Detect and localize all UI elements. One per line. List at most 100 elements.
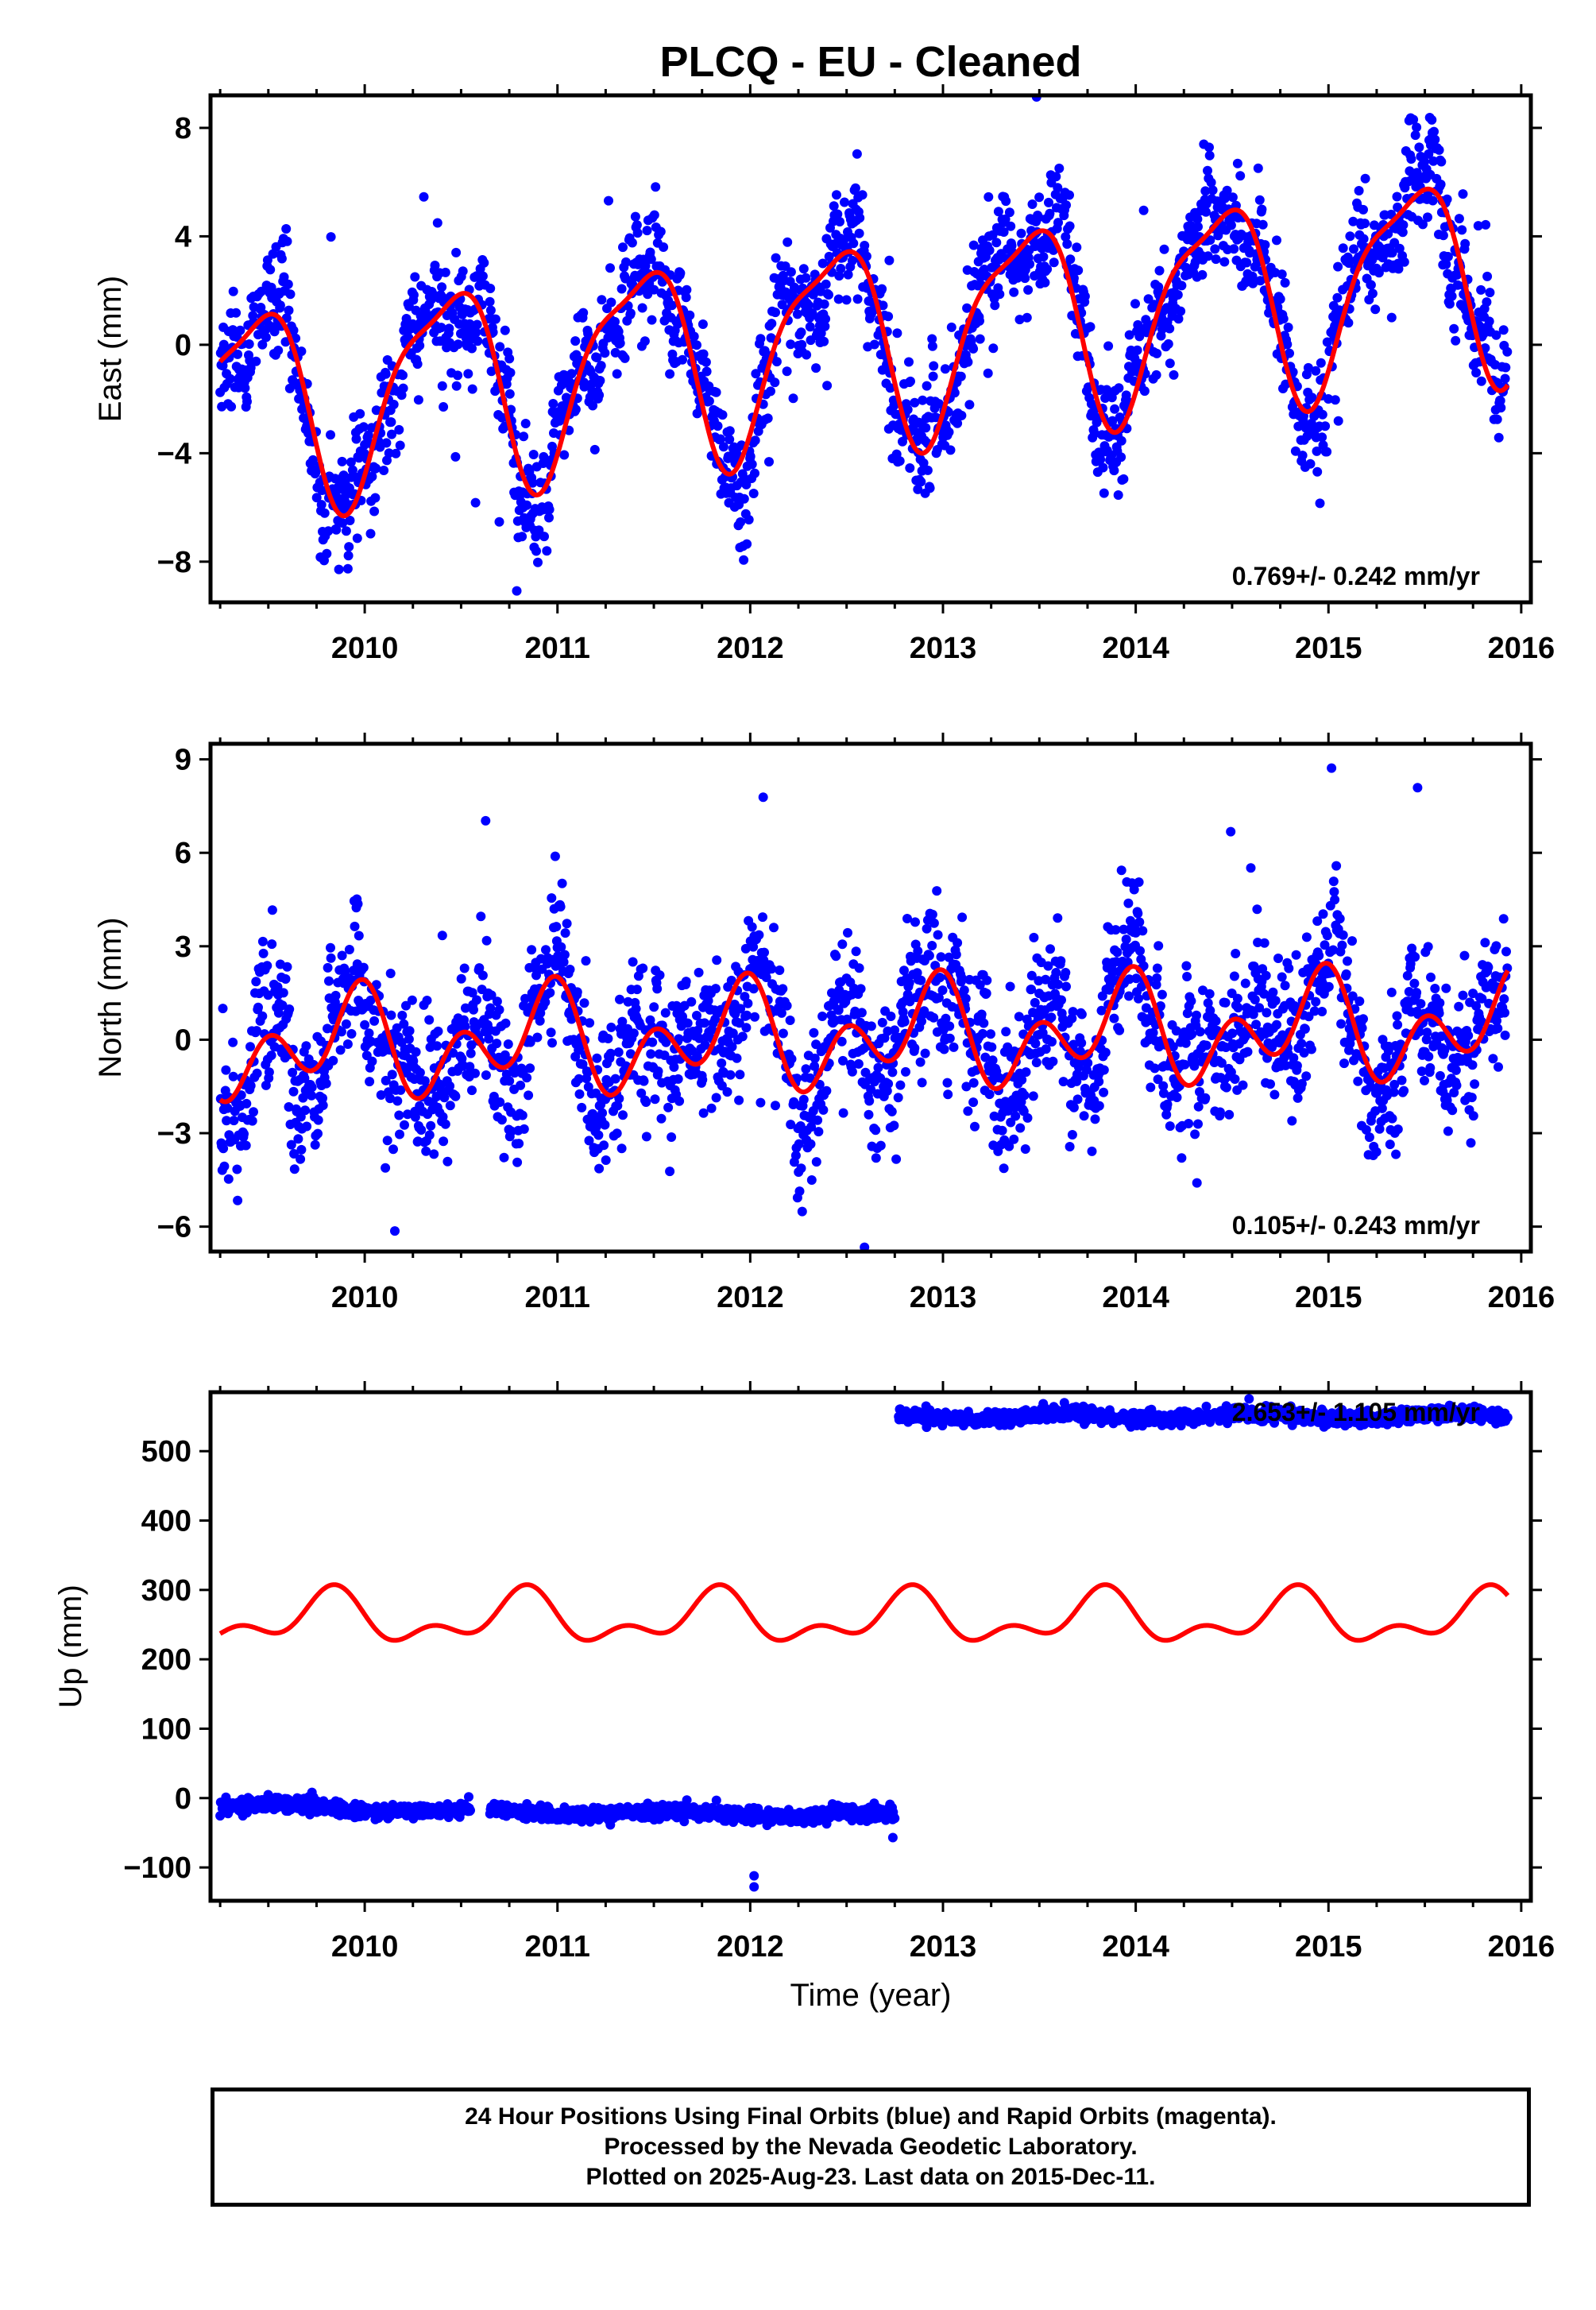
east-x-tick-label: 2013 bbox=[910, 632, 977, 665]
north-point bbox=[905, 978, 914, 988]
east-point bbox=[512, 586, 522, 596]
north-point bbox=[901, 1067, 910, 1077]
north-point bbox=[1469, 1111, 1478, 1120]
north-point bbox=[478, 971, 488, 981]
north-y-tick-label: 9 bbox=[175, 744, 191, 777]
east-point bbox=[437, 282, 446, 292]
north-point bbox=[293, 1134, 303, 1143]
east-point bbox=[343, 564, 353, 574]
east-point bbox=[1062, 239, 1072, 249]
east-point bbox=[1099, 489, 1109, 498]
north-point bbox=[296, 1145, 306, 1155]
north-point bbox=[787, 1054, 797, 1064]
east-point bbox=[1205, 151, 1215, 161]
north-point bbox=[460, 1022, 470, 1031]
east-point bbox=[338, 457, 347, 466]
north-point bbox=[647, 1038, 657, 1047]
north-point bbox=[1173, 1093, 1182, 1102]
north-point bbox=[1239, 1081, 1248, 1090]
east-point bbox=[995, 289, 1004, 299]
east-point bbox=[485, 297, 495, 307]
east-point bbox=[631, 212, 640, 222]
east-x-tick-label: 2015 bbox=[1295, 632, 1362, 665]
north-point bbox=[1399, 1086, 1409, 1096]
north-point bbox=[1022, 1067, 1031, 1077]
east-point bbox=[454, 339, 463, 349]
east-point bbox=[701, 358, 711, 367]
east-point bbox=[1210, 244, 1219, 253]
north-point bbox=[887, 1067, 897, 1077]
north-point bbox=[1460, 951, 1470, 961]
north-point bbox=[628, 958, 638, 967]
north-point bbox=[495, 1005, 504, 1015]
north-point bbox=[229, 1116, 238, 1125]
north-point bbox=[663, 1103, 673, 1112]
north-point bbox=[301, 1041, 311, 1051]
north-point bbox=[360, 1020, 369, 1030]
east-point bbox=[764, 457, 774, 466]
east-point bbox=[922, 381, 932, 391]
north-point bbox=[283, 962, 292, 972]
north-point bbox=[1493, 1023, 1502, 1033]
east-point bbox=[491, 315, 500, 324]
north-point bbox=[1059, 1077, 1069, 1086]
north-point bbox=[1342, 969, 1351, 979]
east-point bbox=[1260, 240, 1269, 250]
east-y-axis-label: East (mm) bbox=[93, 276, 128, 422]
north-point bbox=[1231, 1074, 1240, 1084]
north-point bbox=[809, 1028, 818, 1038]
north-point bbox=[1499, 914, 1509, 923]
east-point bbox=[334, 565, 344, 575]
north-point bbox=[558, 879, 567, 888]
east-point bbox=[479, 258, 489, 268]
east-point bbox=[742, 540, 752, 549]
east-point bbox=[682, 285, 691, 295]
north-point bbox=[1023, 1113, 1033, 1123]
east-point bbox=[1451, 336, 1460, 346]
north-point bbox=[878, 1018, 887, 1027]
north-point bbox=[606, 1023, 616, 1032]
north-point bbox=[359, 963, 369, 973]
north-point bbox=[1192, 1011, 1201, 1020]
north-point bbox=[1021, 1144, 1030, 1154]
north-point bbox=[395, 1130, 404, 1140]
north-point bbox=[354, 900, 363, 909]
east-point bbox=[968, 344, 978, 354]
north-point bbox=[887, 1107, 897, 1116]
east-point bbox=[1312, 467, 1322, 477]
east-point bbox=[1400, 257, 1409, 267]
north-point bbox=[1163, 1100, 1173, 1109]
east-point bbox=[739, 555, 748, 565]
east-point bbox=[1477, 377, 1486, 386]
north-point bbox=[1467, 1093, 1477, 1102]
north-point bbox=[1494, 1062, 1503, 1072]
north-point bbox=[1470, 1079, 1479, 1089]
east-point bbox=[485, 284, 495, 293]
east-point bbox=[399, 384, 408, 393]
north-point bbox=[319, 1101, 328, 1110]
north-point bbox=[986, 1029, 995, 1039]
east-point bbox=[975, 316, 984, 326]
east-point bbox=[468, 385, 477, 394]
north-point bbox=[1051, 968, 1061, 977]
east-point bbox=[1332, 293, 1342, 303]
east-point bbox=[344, 551, 354, 560]
east-point bbox=[366, 529, 376, 539]
north-point bbox=[467, 1085, 477, 1095]
north-point bbox=[566, 965, 575, 974]
east-point bbox=[1306, 459, 1316, 469]
north-point bbox=[1271, 996, 1281, 1005]
east-point bbox=[296, 346, 306, 356]
north-point bbox=[1293, 1061, 1302, 1070]
north-point bbox=[783, 1001, 792, 1011]
north-point bbox=[641, 1097, 651, 1107]
north-point bbox=[759, 792, 768, 802]
east-point bbox=[665, 370, 674, 379]
north-point bbox=[239, 1129, 249, 1139]
north-point bbox=[1184, 1119, 1193, 1128]
north-point bbox=[522, 1073, 531, 1082]
north-point bbox=[284, 1004, 294, 1014]
